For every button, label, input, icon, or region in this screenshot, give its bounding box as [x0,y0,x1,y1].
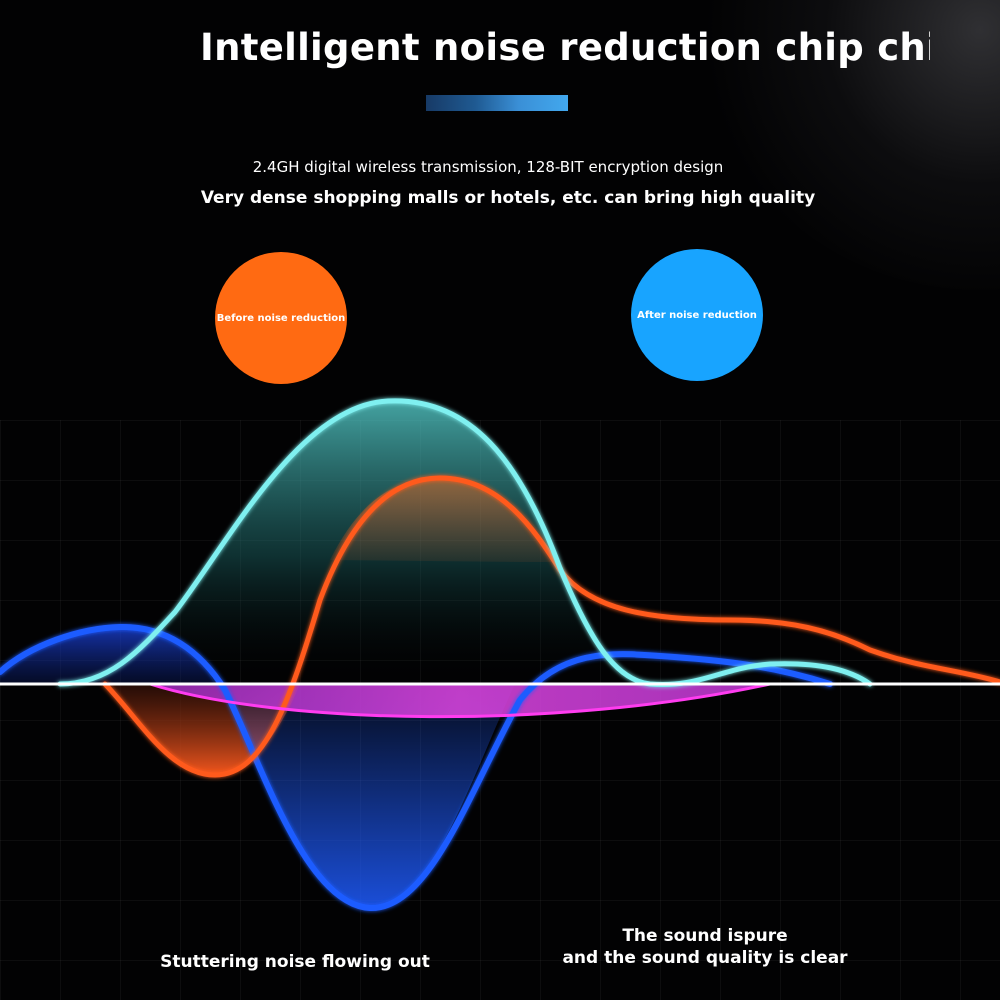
caption-sound-clear: The sound ispure and the sound quality i… [540,925,870,969]
blue-trough-fill [225,684,515,909]
caption-stuttering-noise: Stuttering noise flowing out [160,952,430,972]
magenta-wave-line [149,682,771,719]
cyan-wave-line [57,398,873,688]
caption-sound-clear-line-2: and the sound quality is clear [562,948,848,968]
subtitle-line-2: Very dense shopping malls or hotels, etc… [200,188,816,208]
page-title: Intelligent noise reduction chip chiı [200,26,930,69]
orange-wave-line [102,475,1000,778]
blue-wave-line [0,623,833,912]
after-noise-reduction-badge: After noise reduction [631,249,763,381]
before-noise-reduction-badge: Before noise reduction [215,252,347,384]
magenta-wave-fill [150,684,770,717]
before-noise-reduction-label: Before noise reduction [216,312,346,324]
caption-sound-clear-line-1: The sound ispure [622,926,788,946]
after-noise-reduction-label: After noise reduction [637,309,757,321]
subtitle-line-1: 2.4GH digital wireless transmission, 128… [252,158,724,176]
title-accent-bar [426,95,568,111]
